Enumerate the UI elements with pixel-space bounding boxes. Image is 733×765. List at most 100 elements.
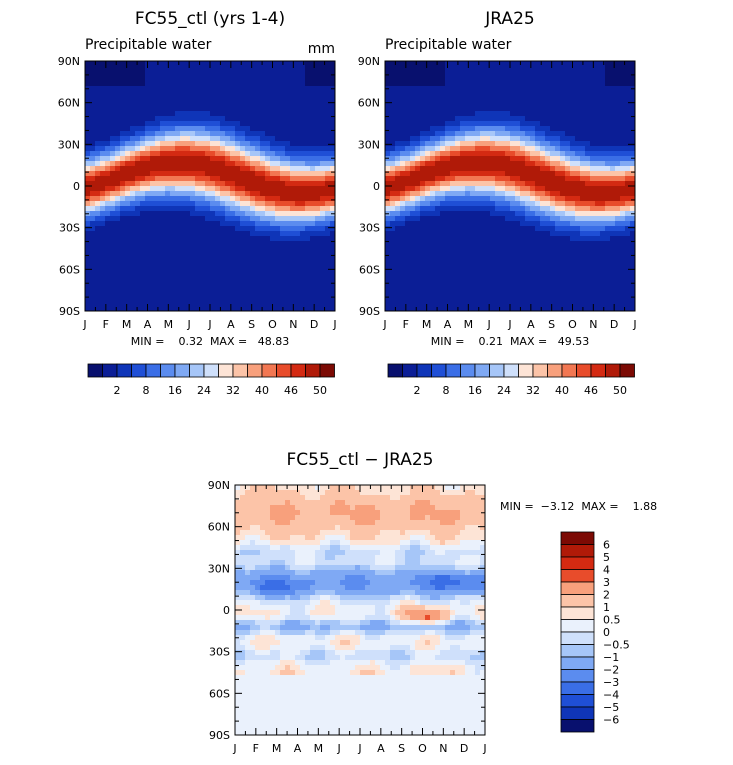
- field-cell: [515, 126, 521, 132]
- field-cell: [150, 301, 156, 307]
- field-cell: [420, 71, 426, 77]
- field-cell: [215, 266, 221, 272]
- field-cell: [570, 246, 576, 252]
- field-cell: [475, 136, 481, 142]
- field-cell: [415, 156, 421, 162]
- field-cell: [540, 196, 546, 202]
- field-cell: [150, 291, 156, 297]
- field-cell: [445, 151, 451, 157]
- field-cell: [450, 166, 456, 172]
- field-cell: [610, 156, 616, 162]
- field-cell: [230, 251, 236, 257]
- field-cell: [470, 181, 476, 187]
- field-cell: [415, 241, 421, 247]
- field-cell: [425, 76, 431, 82]
- field-cell: [395, 186, 401, 192]
- field-cell: [535, 276, 541, 282]
- field-cell: [280, 141, 286, 147]
- field-cell: [565, 216, 571, 222]
- field-cell: [125, 151, 131, 157]
- field-cell: [400, 171, 406, 177]
- field-cell: [210, 66, 216, 72]
- field-cell: [155, 211, 161, 217]
- field-cell: [330, 166, 335, 172]
- field-cell: [450, 121, 456, 127]
- field-cell: [475, 76, 481, 82]
- field-cell: [150, 126, 156, 132]
- field-cell: [315, 136, 321, 142]
- field-cell: [220, 306, 226, 311]
- field-cell: [315, 291, 321, 297]
- field-cell: [500, 76, 506, 82]
- field-cell: [585, 241, 591, 247]
- field-cell: [465, 271, 471, 277]
- field-cell: [590, 61, 596, 67]
- field-cell: [410, 161, 416, 167]
- field-cell: [470, 186, 476, 192]
- field-cell: [105, 161, 111, 167]
- field-cell: [180, 196, 186, 202]
- field-cell: [225, 151, 231, 157]
- field-cell: [605, 186, 611, 192]
- field-cell: [390, 256, 396, 262]
- field-cell: [505, 236, 511, 242]
- field-cell: [285, 256, 291, 262]
- field-cell: [500, 61, 506, 67]
- field-cell: [550, 91, 556, 97]
- field-cell: [230, 266, 236, 272]
- field-cell: [390, 201, 396, 207]
- field-cell: [325, 66, 331, 72]
- field-cell: [390, 266, 396, 272]
- field-cell: [480, 96, 486, 102]
- field-cell: [320, 281, 326, 287]
- field-cell: [580, 241, 586, 247]
- field-cell: [435, 141, 441, 147]
- field-cell: [215, 206, 221, 212]
- field-cell: [470, 276, 476, 282]
- field-cell: [475, 266, 481, 272]
- field-cell: [555, 196, 561, 202]
- field-cell: [145, 231, 151, 237]
- field-cell: [595, 91, 601, 97]
- field-cell: [480, 271, 486, 277]
- field-cell: [230, 156, 236, 162]
- field-cell: [175, 61, 181, 67]
- field-cell: [320, 171, 326, 177]
- field-cell: [400, 146, 406, 152]
- field-cell: [200, 231, 206, 237]
- field-cell: [440, 291, 446, 297]
- field-cell: [470, 216, 476, 222]
- field-cell: [265, 236, 271, 242]
- field-cell: [385, 276, 391, 282]
- field-cell: [225, 176, 231, 182]
- field-cell: [410, 226, 416, 232]
- field-cell: [280, 251, 286, 257]
- field-cell: [475, 61, 481, 67]
- field-cell: [290, 166, 296, 172]
- field-cell: [320, 276, 326, 282]
- field-cell: [305, 286, 311, 292]
- field-cell: [555, 86, 561, 92]
- field-cell: [550, 161, 556, 167]
- field-cell: [220, 206, 226, 212]
- field-cell: [315, 221, 321, 227]
- field-cell: [615, 306, 621, 311]
- field-cell: [200, 71, 206, 77]
- field-cell: [415, 66, 421, 72]
- field-cell: [470, 91, 476, 97]
- field-cell: [500, 116, 506, 122]
- field-cell: [200, 116, 206, 122]
- field-cell: [95, 111, 101, 117]
- field-cell: [115, 291, 121, 297]
- field-cell: [445, 301, 451, 307]
- field-cell: [295, 121, 301, 127]
- field-cell: [410, 96, 416, 102]
- field-cell: [290, 306, 296, 311]
- field-cell: [120, 211, 126, 217]
- field-cell: [185, 81, 191, 87]
- field-cell: [305, 251, 311, 257]
- field-cell: [530, 226, 536, 232]
- field-cell: [320, 141, 326, 147]
- field-cell: [245, 201, 251, 207]
- field-cell: [190, 91, 196, 97]
